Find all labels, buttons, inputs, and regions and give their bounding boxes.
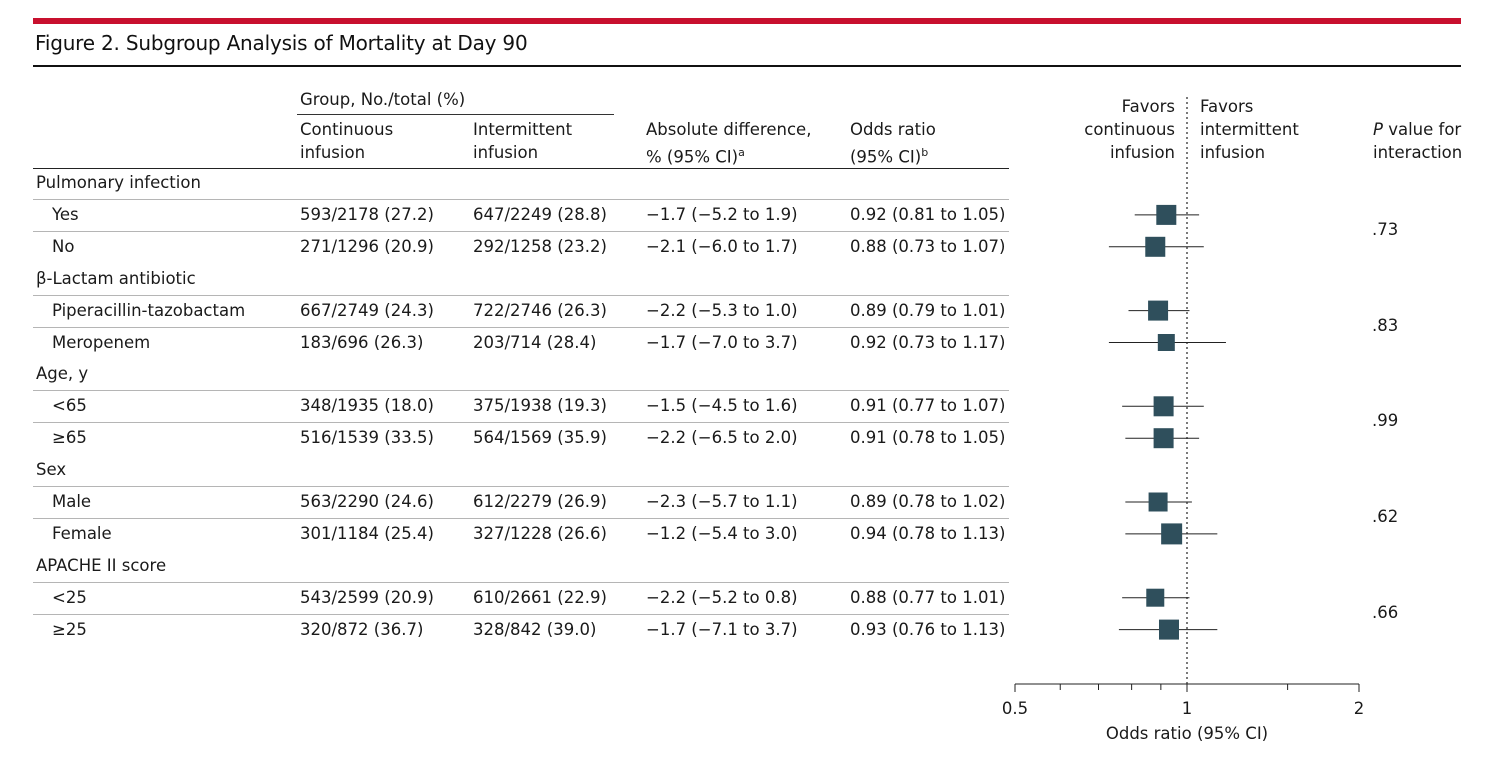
x-tick-label: 1 <box>1182 699 1193 718</box>
continuous-cell: 348/1935 (18.0) <box>300 396 434 416</box>
row-separator <box>33 613 1009 615</box>
p-interaction-value: .66 <box>1372 602 1399 622</box>
header-rule <box>33 168 1009 169</box>
title-rule <box>33 65 1461 67</box>
continuous-cell: 271/1296 (20.9) <box>300 236 434 256</box>
intermittent-header: Intermittent infusion <box>473 120 573 162</box>
group-label: APACHE II score <box>36 555 167 575</box>
subgroup-label: No <box>52 236 75 256</box>
or-marker <box>1148 300 1169 321</box>
intermittent-cell: 375/1938 (19.3) <box>473 396 607 416</box>
group-label: β-Lactam antibiotic <box>36 268 196 288</box>
subgroup-label: Female <box>52 523 112 543</box>
absdiff-cell: −2.3 (−5.7 to 1.1) <box>646 492 798 511</box>
subgroup-label: <25 <box>52 587 87 607</box>
subgroup-label: ≥65 <box>52 428 87 448</box>
p-interaction-value: .83 <box>1372 315 1399 335</box>
row-separator <box>33 486 1009 488</box>
odds-ratio-cell: 0.89 (0.78 to 1.02) <box>850 492 1006 511</box>
or-marker <box>1153 396 1174 417</box>
absdiff-cell: −1.7 (−5.2 to 1.9) <box>646 204 798 224</box>
odds-ratio-cell: 0.92 (0.73 to 1.17) <box>850 332 1006 352</box>
absdiff-cell: −2.2 (−5.3 to 1.0) <box>646 300 798 320</box>
intermittent-cell: 203/714 (28.4) <box>473 332 597 352</box>
absdiff-cell: −1.2 (−5.4 to 3.0) <box>646 523 798 543</box>
absdiff-cell: −1.5 (−4.5 to 1.6) <box>646 396 798 416</box>
or-marker <box>1158 619 1179 640</box>
group-header-rule <box>297 114 614 115</box>
group-label: Pulmonary infection <box>36 173 201 192</box>
figure-title: Figure 2. Subgroup Analysis of Mortality… <box>35 31 528 55</box>
row-separator <box>33 326 1009 328</box>
p-interaction-value: .73 <box>1372 219 1399 239</box>
odds-ratio-cell: 0.88 (0.77 to 1.01) <box>850 587 1006 607</box>
subgroup-label: <65 <box>52 396 87 416</box>
continuous-cell: 301/1184 (25.4) <box>300 523 434 543</box>
subgroup-label: ≥25 <box>52 619 87 639</box>
intermittent-cell: 612/2279 (26.9) <box>473 492 607 511</box>
row-separator <box>33 581 1009 583</box>
intermittent-cell: 328/842 (39.0) <box>473 619 597 639</box>
row-separator <box>33 294 1009 296</box>
odds-ratio-cell: 0.88 (0.73 to 1.07) <box>850 236 1006 256</box>
continuous-cell: 563/2290 (24.6) <box>300 492 434 511</box>
x-tick-label: 2 <box>1354 699 1365 718</box>
or-header: Odds ratio (95% CI)b <box>850 120 936 167</box>
or-marker <box>1161 523 1183 545</box>
absdiff-cell: −1.7 (−7.0 to 3.7) <box>646 332 798 352</box>
absdiff-header: Absolute difference, % (95% CI)a <box>646 120 812 167</box>
group-label: Sex <box>36 460 67 480</box>
continuous-cell: 543/2599 (20.9) <box>300 587 434 607</box>
favors-continuous-label: Favors continuous infusion <box>1084 97 1175 162</box>
continuous-cell: 183/696 (26.3) <box>300 332 424 352</box>
subgroup-label: Male <box>52 492 92 511</box>
or-marker <box>1156 204 1177 225</box>
x-tick-label: 0.5 <box>1002 699 1028 718</box>
odds-ratio-cell: 0.91 (0.78 to 1.05) <box>850 428 1006 448</box>
group-header: Group, No./total (%) <box>300 90 466 109</box>
row-separator <box>33 390 1009 392</box>
intermittent-cell: 292/1258 (23.2) <box>473 236 607 256</box>
x-axis-label: Odds ratio (95% CI) <box>1106 724 1268 743</box>
continuous-header: Continuous infusion <box>300 120 394 162</box>
subgroup-label: Yes <box>52 204 79 224</box>
absdiff-cell: −1.7 (−7.1 to 3.7) <box>646 619 798 639</box>
absdiff-cell: −2.2 (−5.2 to 0.8) <box>646 587 798 607</box>
intermittent-cell: 722/2746 (26.3) <box>473 300 607 320</box>
absdiff-cell: −2.1 (−6.0 to 1.7) <box>646 236 798 256</box>
continuous-cell: 516/1539 (33.5) <box>300 428 434 448</box>
intermittent-cell: 647/2249 (28.8) <box>473 204 607 224</box>
row-separator <box>33 230 1009 232</box>
pvalue-header: P value for interaction <box>1373 120 1463 162</box>
favors-intermittent-label: Favors intermittent infusion <box>1200 97 1299 162</box>
p-interaction-value: .99 <box>1372 411 1399 431</box>
subgroup-label: Piperacillin-tazobactam <box>52 300 246 320</box>
intermittent-cell: 610/2661 (22.9) <box>473 587 607 607</box>
or-marker <box>1153 428 1174 449</box>
accent-bar <box>33 18 1461 24</box>
odds-ratio-cell: 0.89 (0.79 to 1.01) <box>850 300 1006 320</box>
absdiff-cell: −2.2 (−6.5 to 2.0) <box>646 428 798 448</box>
odds-ratio-cell: 0.92 (0.81 to 1.05) <box>850 204 1006 224</box>
row-separator <box>33 198 1009 200</box>
or-marker <box>1146 588 1165 607</box>
or-marker <box>1148 492 1168 512</box>
intermittent-cell: 327/1228 (26.6) <box>473 523 607 543</box>
odds-ratio-cell: 0.91 (0.77 to 1.07) <box>850 396 1006 416</box>
or-marker <box>1157 334 1175 351</box>
odds-ratio-cell: 0.94 (0.78 to 1.13) <box>850 523 1006 543</box>
odds-ratio-cell: 0.93 (0.76 to 1.13) <box>850 619 1006 639</box>
or-marker <box>1145 236 1166 257</box>
row-separator <box>33 422 1009 424</box>
continuous-cell: 667/2749 (24.3) <box>300 300 434 320</box>
continuous-cell: 320/872 (36.7) <box>300 619 424 639</box>
intermittent-cell: 564/1569 (35.9) <box>473 428 607 448</box>
row-separator <box>33 517 1009 519</box>
p-interaction-value: .62 <box>1372 506 1399 526</box>
continuous-cell: 593/2178 (27.2) <box>300 204 434 224</box>
group-label: Age, y <box>36 364 89 384</box>
subgroup-label: Meropenem <box>52 332 151 352</box>
